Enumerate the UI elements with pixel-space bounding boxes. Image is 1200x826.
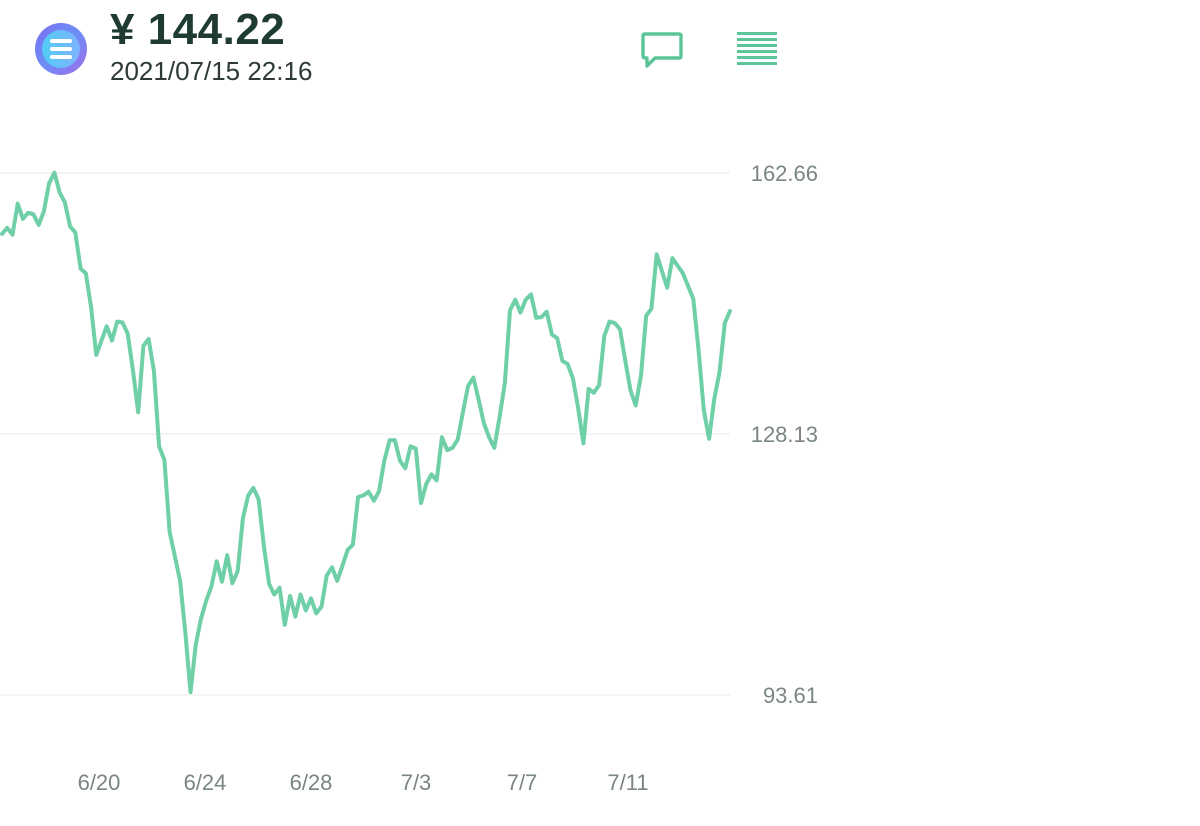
price-chart: 162.66 128.13 93.61 6/20 6/24 6/28 7/3 7/7 7/11 [0,161,818,795]
price-timestamp: 2021/07/15 22:16 [110,56,313,86]
x-tick-label: 7/3 [401,770,432,795]
menu-button[interactable] [734,28,780,72]
x-tick-label: 6/20 [78,770,121,795]
comment-button[interactable] [639,28,685,72]
price-line-series [0,170,732,695]
y-tick-label: 162.66 [751,161,818,186]
header: ¥ 144.22 2021/07/15 22:16 [0,0,1200,100]
enjin-coin-logo-icon [35,23,87,75]
y-tick-label: 128.13 [751,422,818,447]
x-tick-label: 7/7 [507,770,538,795]
x-tick-label: 6/28 [290,770,333,795]
comment-icon [641,32,683,68]
y-tick-label: 93.61 [763,683,818,708]
x-tick-label: 6/24 [184,770,227,795]
x-tick-label: 7/11 [607,770,648,795]
current-price: ¥ 144.22 [110,5,286,54]
menu-icon [737,32,777,65]
